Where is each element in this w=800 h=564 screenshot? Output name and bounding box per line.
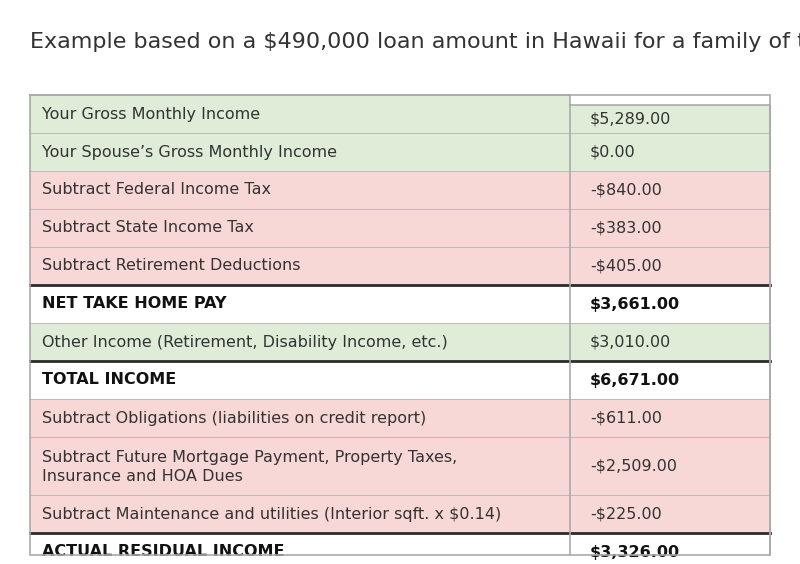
Bar bbox=[570, 133, 770, 171]
Text: Subtract Federal Income Tax: Subtract Federal Income Tax bbox=[42, 183, 271, 197]
Bar bbox=[570, 361, 770, 399]
Bar bbox=[30, 247, 570, 285]
Text: TOTAL INCOME: TOTAL INCOME bbox=[42, 372, 176, 387]
Text: -$383.00: -$383.00 bbox=[590, 221, 662, 236]
Bar bbox=[570, 285, 770, 323]
Text: $0.00: $0.00 bbox=[590, 144, 636, 160]
Bar bbox=[30, 95, 770, 555]
Bar bbox=[30, 171, 570, 209]
Text: ACTUAL RESIDUAL INCOME: ACTUAL RESIDUAL INCOME bbox=[42, 544, 285, 559]
Bar bbox=[570, 495, 770, 533]
Text: -$611.00: -$611.00 bbox=[590, 411, 662, 425]
Bar bbox=[30, 495, 570, 533]
Text: $5,289.00: $5,289.00 bbox=[590, 112, 671, 126]
Bar bbox=[570, 105, 770, 133]
Text: Subtract State Income Tax: Subtract State Income Tax bbox=[42, 221, 254, 236]
Text: $3,010.00: $3,010.00 bbox=[590, 334, 671, 350]
Text: -$225.00: -$225.00 bbox=[590, 506, 662, 522]
Bar bbox=[30, 323, 570, 361]
Bar bbox=[30, 285, 570, 323]
Bar bbox=[30, 361, 570, 399]
Text: Your Spouse’s Gross Monthly Income: Your Spouse’s Gross Monthly Income bbox=[42, 144, 337, 160]
Bar bbox=[570, 399, 770, 437]
Text: NET TAKE HOME PAY: NET TAKE HOME PAY bbox=[42, 297, 226, 311]
Text: $3,326.00: $3,326.00 bbox=[590, 544, 680, 559]
Text: Insurance and HOA Dues: Insurance and HOA Dues bbox=[42, 469, 243, 484]
Text: Subtract Maintenance and utilities (Interior sqft. x $0.14): Subtract Maintenance and utilities (Inte… bbox=[42, 506, 502, 522]
Bar bbox=[30, 399, 570, 437]
Bar bbox=[570, 323, 770, 361]
Bar bbox=[570, 247, 770, 285]
Bar bbox=[30, 533, 570, 564]
Bar bbox=[30, 133, 570, 171]
Text: -$2,509.00: -$2,509.00 bbox=[590, 459, 677, 474]
Bar bbox=[30, 437, 570, 495]
Text: -$405.00: -$405.00 bbox=[590, 258, 662, 274]
Bar bbox=[30, 95, 570, 133]
Text: Subtract Obligations (liabilities on credit report): Subtract Obligations (liabilities on cre… bbox=[42, 411, 426, 425]
Text: $6,671.00: $6,671.00 bbox=[590, 372, 680, 387]
Bar bbox=[30, 209, 570, 247]
Text: Subtract Retirement Deductions: Subtract Retirement Deductions bbox=[42, 258, 301, 274]
Bar bbox=[570, 171, 770, 209]
Text: Other Income (Retirement, Disability Income, etc.): Other Income (Retirement, Disability Inc… bbox=[42, 334, 448, 350]
Bar bbox=[570, 209, 770, 247]
Text: Subtract Future Mortgage Payment, Property Taxes,: Subtract Future Mortgage Payment, Proper… bbox=[42, 450, 458, 465]
Text: -$840.00: -$840.00 bbox=[590, 183, 662, 197]
Bar bbox=[570, 437, 770, 495]
Bar bbox=[570, 533, 770, 564]
Text: Example based on a $490,000 loan amount in Hawaii for a family of two: Example based on a $490,000 loan amount … bbox=[30, 32, 800, 52]
Text: $3,661.00: $3,661.00 bbox=[590, 297, 680, 311]
Text: Your Gross Monthly Income: Your Gross Monthly Income bbox=[42, 107, 260, 121]
